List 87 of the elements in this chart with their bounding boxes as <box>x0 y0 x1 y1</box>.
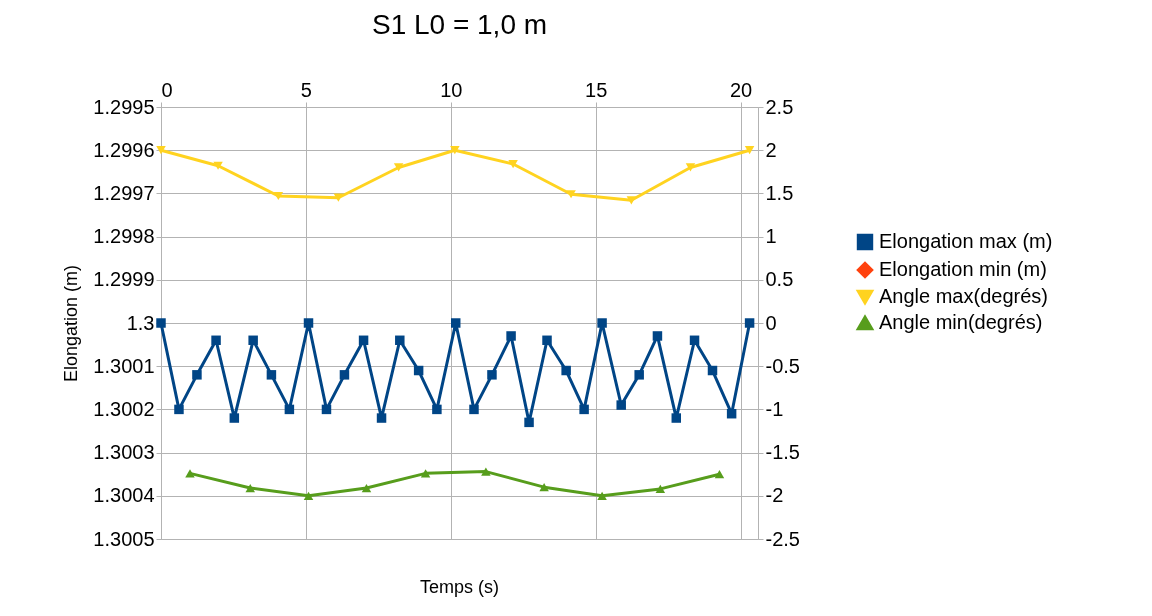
point <box>487 370 497 380</box>
point <box>266 370 277 380</box>
y-tick-label: 1.3004 <box>93 484 155 507</box>
point <box>185 469 195 478</box>
point <box>707 365 718 376</box>
point <box>450 146 460 155</box>
point <box>539 483 549 492</box>
point <box>333 193 344 202</box>
y2-tick-label: -0.5 <box>765 354 800 377</box>
point <box>174 404 184 415</box>
x-tick-label: 5 <box>300 78 312 101</box>
point <box>420 469 431 478</box>
point <box>744 146 755 155</box>
legend-label: Elongation max (m) <box>879 230 1053 252</box>
point <box>358 335 369 346</box>
point <box>542 335 552 346</box>
x-axis-title: Temps (s) <box>419 577 500 597</box>
point <box>413 365 424 376</box>
x-tick-label: 20 <box>729 78 753 101</box>
y-tick-label: 1.3001 <box>93 354 155 377</box>
x-tick-label: 15 <box>585 78 608 101</box>
point <box>213 161 223 170</box>
point <box>579 404 589 415</box>
point <box>229 413 240 423</box>
y2-tick-label: 2 <box>765 138 777 161</box>
chart-title: S1 L0 = 1,0 m <box>371 9 548 40</box>
point <box>566 190 576 199</box>
point <box>450 318 461 328</box>
point <box>211 335 221 346</box>
point <box>273 191 284 201</box>
point <box>652 331 663 341</box>
y-tick-label: 1.2996 <box>93 138 155 161</box>
point <box>506 331 516 341</box>
y-tick-label: 1.3 <box>126 311 155 334</box>
point <box>626 196 637 205</box>
point <box>744 318 755 328</box>
point <box>339 370 350 380</box>
point <box>597 491 607 500</box>
point <box>508 159 518 169</box>
y-tick-label: 1.3003 <box>93 441 155 464</box>
point <box>361 483 372 493</box>
y2-tick-label: -1.5 <box>765 441 800 464</box>
y2-tick-label: 0 <box>765 311 777 334</box>
point <box>685 163 696 172</box>
point <box>561 365 571 376</box>
y-tick-label: 1.2998 <box>93 225 155 248</box>
point <box>303 318 314 328</box>
x-tick-label: 10 <box>440 78 463 101</box>
point <box>393 163 404 172</box>
point <box>395 335 405 346</box>
point <box>714 470 725 479</box>
y-axis-title: Elongation (m) <box>61 264 82 383</box>
legend-label: Elongation min (m) <box>879 258 1047 280</box>
y2-tick-label: 1 <box>765 225 777 248</box>
point <box>284 404 295 415</box>
y-tick-label: 1.3005 <box>93 527 155 550</box>
x-tick-label: 0 <box>161 78 173 101</box>
point <box>616 400 626 410</box>
y2-tick-label: -1 <box>765 397 784 420</box>
y-tick-label: 1.2999 <box>93 268 155 291</box>
y2-tick-label: 2.5 <box>765 95 794 118</box>
y-tick-label: 1.2997 <box>93 181 155 204</box>
point <box>524 417 534 428</box>
point <box>303 491 314 500</box>
point <box>321 404 332 415</box>
legend-label: Angle min(degrés) <box>879 311 1043 333</box>
point <box>248 335 258 346</box>
point <box>597 318 607 328</box>
point <box>726 408 737 419</box>
y-tick-label: 1.3002 <box>93 397 155 420</box>
point <box>156 318 166 328</box>
y2-tick-label: 1.5 <box>765 181 794 204</box>
legend-label: Angle max(degrés) <box>879 285 1048 307</box>
point <box>469 404 479 415</box>
point <box>481 467 491 476</box>
point <box>192 370 202 380</box>
point <box>432 404 442 415</box>
point <box>671 413 682 423</box>
y2-tick-label: -2.5 <box>765 527 800 550</box>
point <box>376 413 387 423</box>
point <box>245 483 255 493</box>
point <box>689 335 700 346</box>
point <box>655 484 666 493</box>
point <box>634 370 644 380</box>
y2-tick-label: -2 <box>765 484 784 507</box>
y2-tick-label: 0.5 <box>765 268 794 291</box>
y-tick-label: 1.2995 <box>93 95 155 118</box>
